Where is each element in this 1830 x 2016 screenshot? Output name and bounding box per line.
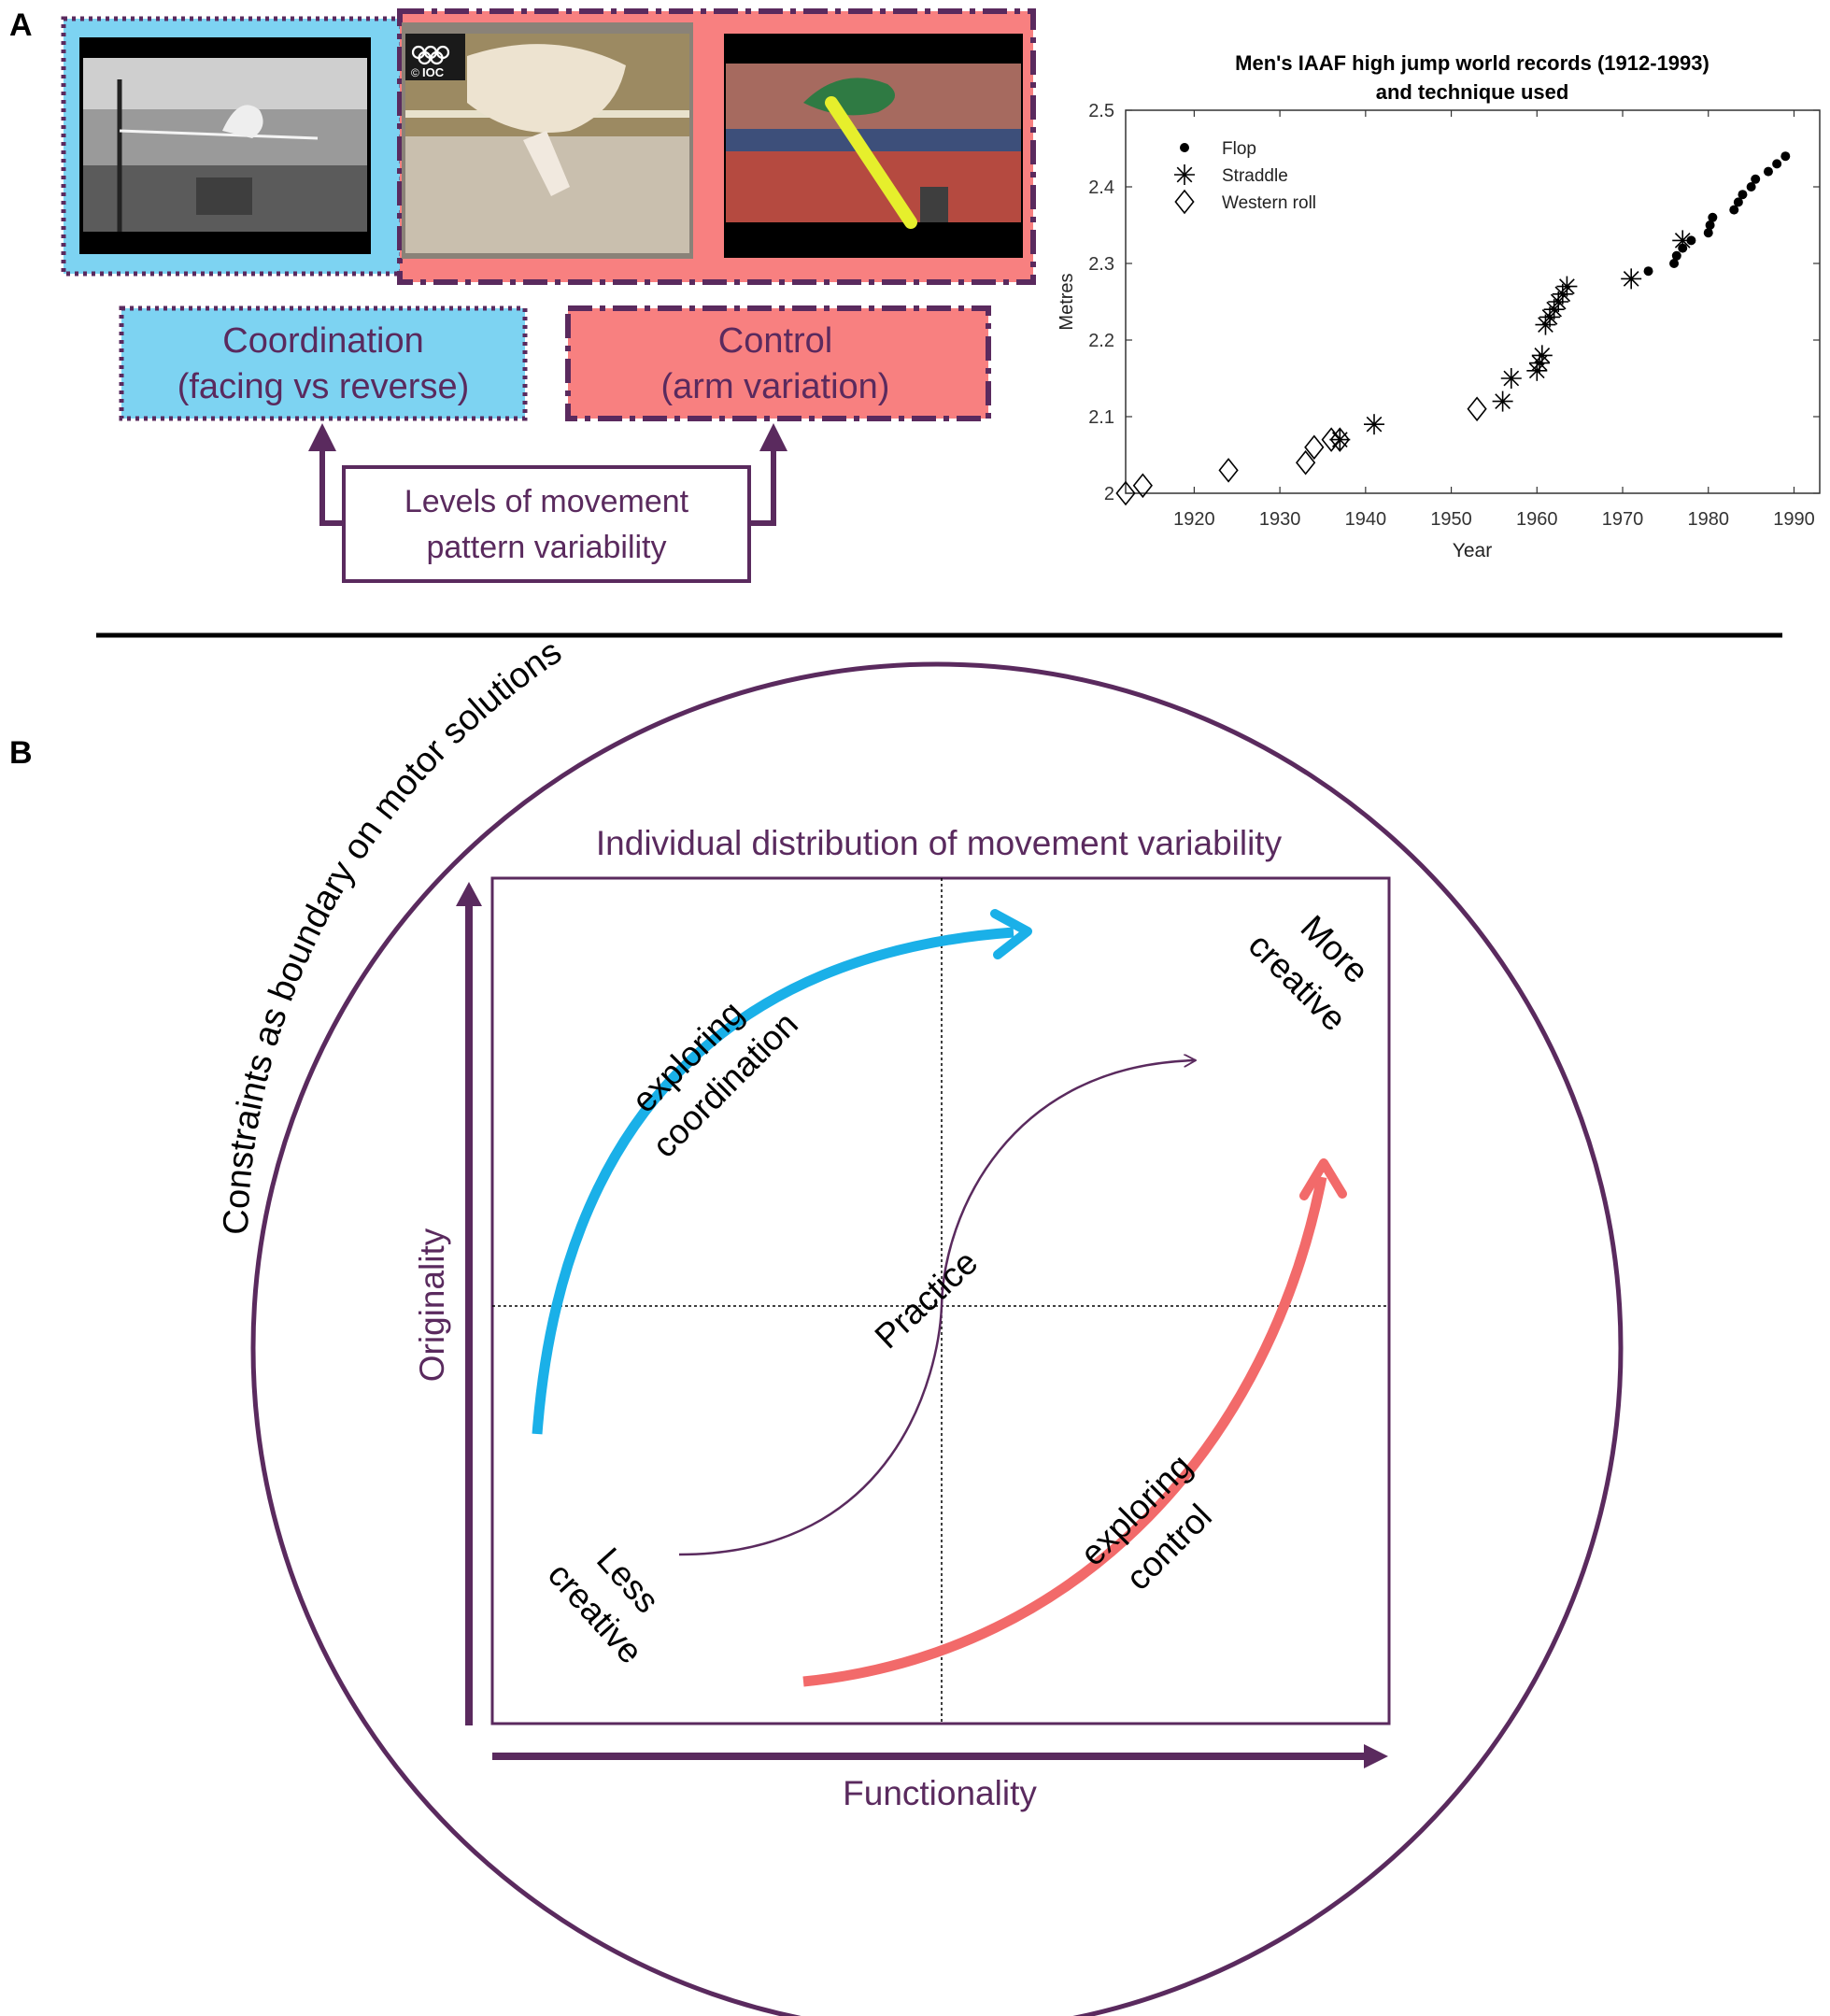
- x-tick-label: 1950: [1430, 509, 1472, 530]
- x-axis-label: Year: [1453, 540, 1492, 561]
- flop-point: [1705, 220, 1715, 230]
- constraints-boundary-circle: [250, 661, 1624, 2016]
- functionality-label: Functionality: [843, 1774, 1037, 1812]
- exploring-control-arrow: [802, 1175, 1327, 1687]
- chart-plot-area: [1125, 109, 1821, 494]
- technique-photos: © IOC: [61, 8, 1036, 285]
- flop-point: [1643, 266, 1653, 277]
- western-roll-legend-marker: [1174, 189, 1195, 215]
- levels-box: Levels of movement pattern variability: [342, 465, 751, 583]
- flop-point: [1669, 259, 1680, 268]
- levels-label: Levels of movement: [404, 484, 689, 519]
- western-roll-point: [1304, 434, 1325, 461]
- panel-b-label: B: [9, 735, 33, 771]
- flop-point: [1763, 166, 1773, 177]
- western-roll-point: [1329, 427, 1350, 452]
- straddle-point: [1621, 268, 1642, 290]
- control-sublabel: (arm variation): [661, 367, 890, 406]
- y-axis-ticks: 2 2.1 2.2 2.3 2.4 2.5: [1088, 101, 1820, 504]
- x-tick-label: 1960: [1516, 509, 1558, 530]
- flop-photo: [724, 34, 1023, 258]
- legend-label: Western roll: [1222, 193, 1316, 213]
- practice-label: Practice: [868, 1242, 986, 1356]
- functionality-axis-arrowhead: [1364, 1744, 1388, 1768]
- straddle-point: [1492, 390, 1513, 412]
- x-tick-label: 1920: [1173, 509, 1215, 530]
- ioc-copyright: ©: [411, 66, 419, 79]
- y-tick-label: 2: [1104, 484, 1114, 504]
- chart-legend: Flop Straddle Western roll: [1174, 139, 1316, 215]
- flop-point: [1703, 228, 1713, 238]
- straddle-point: [1672, 230, 1694, 251]
- x-tick-label: 1970: [1602, 509, 1644, 530]
- practice-curve: [678, 1060, 1196, 1556]
- flop-point: [1729, 205, 1739, 215]
- flop-point: [1772, 159, 1782, 169]
- levels-sublabel: pattern variability: [426, 530, 666, 565]
- chart-subtitle: and technique used: [1376, 80, 1569, 104]
- x-tick-label: 1940: [1345, 509, 1387, 530]
- control-box: Control (arm variation): [565, 305, 991, 421]
- legend-label: Flop: [1222, 139, 1256, 159]
- flop-point: [1708, 212, 1718, 222]
- distribution-title: Individual distribution of movement vari…: [596, 824, 1283, 862]
- western-roll-point: [1296, 449, 1316, 476]
- straddle-legend-marker: [1174, 164, 1195, 185]
- originality-label: Originality: [413, 1228, 451, 1382]
- panel-a-label: A: [9, 7, 33, 43]
- world-records-chart: Men's IAAF high jump world records (1912…: [1057, 51, 1821, 561]
- y-tick-label: 2.5: [1088, 101, 1114, 121]
- flop-point: [1733, 197, 1743, 207]
- y-tick-label: 2.4: [1088, 177, 1114, 198]
- y-axis-label: Metres: [1057, 273, 1077, 330]
- straddle-point: [1500, 368, 1522, 389]
- y-tick-label: 2.3: [1088, 254, 1114, 275]
- flop-point: [1738, 190, 1748, 200]
- olympic-rings-icon: [411, 45, 450, 65]
- western-roll-point: [1218, 458, 1239, 483]
- exploring-coordination-arrow: [532, 927, 1014, 1435]
- straddle-photo: © IOC: [402, 22, 693, 259]
- exploring-coordination-arrowhead: [990, 909, 1032, 959]
- flop-legend-marker: [1180, 143, 1189, 152]
- control-label: Control: [718, 321, 833, 361]
- ioc-logo-text: IOC: [422, 65, 445, 79]
- western-roll-point: [1132, 473, 1153, 499]
- western-roll-point: [1467, 396, 1487, 422]
- flop-point: [1751, 174, 1761, 184]
- flop-point: [1780, 151, 1791, 162]
- flop-point: [1746, 182, 1756, 192]
- x-tick-label: 1980: [1688, 509, 1730, 530]
- exploring-control-arrowhead: [1299, 1158, 1347, 1200]
- chart-title: Men's IAAF high jump world records (1912…: [1235, 51, 1709, 75]
- x-tick-label: 1990: [1773, 509, 1815, 530]
- y-tick-label: 2.2: [1088, 331, 1114, 351]
- coordination-sublabel: (facing vs reverse): [177, 367, 470, 406]
- x-tick-label: 1930: [1259, 509, 1301, 530]
- western-roll-point: [1321, 427, 1341, 452]
- levels-to-coordination-arrow: [308, 423, 344, 526]
- chart-marks: [1115, 151, 1791, 506]
- coordination-label: Coordination: [222, 321, 423, 361]
- western-roll-photo: [79, 37, 371, 254]
- legend-label: Straddle: [1222, 166, 1288, 186]
- straddle-point: [1556, 276, 1578, 297]
- distribution-box: [490, 876, 1391, 1725]
- straddle-point: [1364, 414, 1385, 435]
- levels-to-control-arrow: [749, 423, 787, 526]
- western-roll-point: [1115, 480, 1136, 506]
- y-tick-label: 2.1: [1088, 407, 1114, 428]
- flop-point: [1671, 250, 1681, 261]
- originality-axis-arrowhead: [456, 882, 482, 906]
- x-axis-ticks: 1920 1930 1940 1950 1960 1970 1980 1990: [1173, 110, 1815, 530]
- coordination-box: Coordination (facing vs reverse): [119, 305, 528, 421]
- straddle-point: [1531, 345, 1553, 366]
